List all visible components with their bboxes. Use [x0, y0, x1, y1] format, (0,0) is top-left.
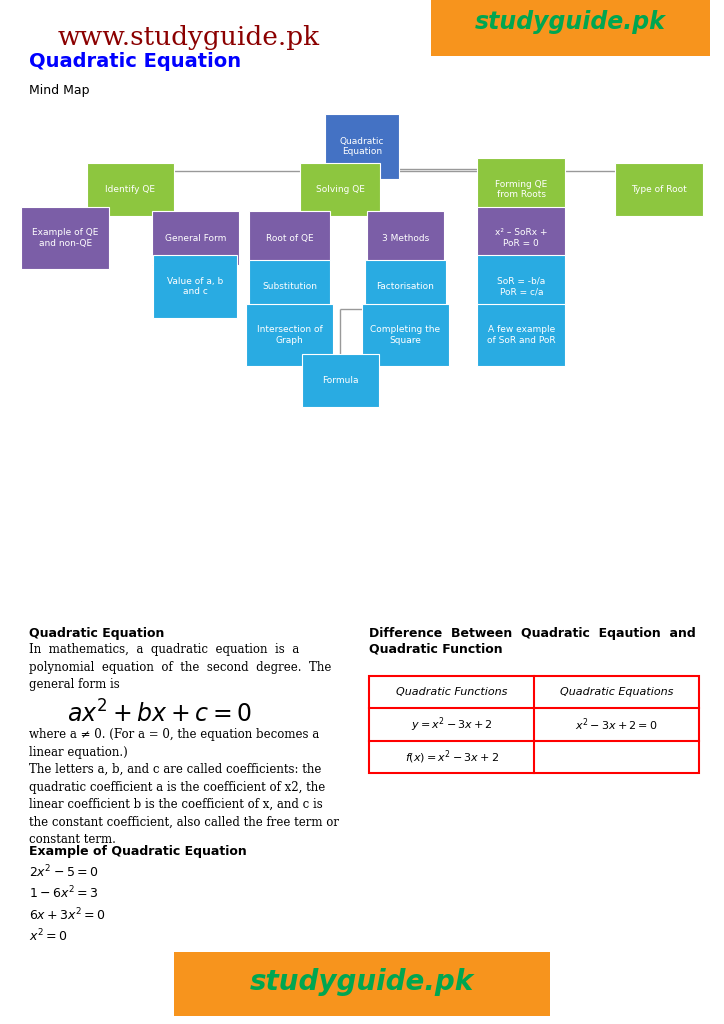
Text: Difference  Between  Quadratic  Eqaution  and
Quadratic Function: Difference Between Quadratic Eqaution an… — [369, 627, 696, 655]
Bar — [369, 676, 699, 773]
Text: $y=x^2-3x+2$: $y=x^2-3x+2$ — [411, 715, 492, 734]
FancyBboxPatch shape — [478, 159, 565, 221]
Text: Example of QE
and non-QE: Example of QE and non-QE — [32, 228, 98, 248]
FancyBboxPatch shape — [478, 207, 565, 269]
FancyBboxPatch shape — [366, 260, 446, 313]
FancyBboxPatch shape — [152, 211, 239, 264]
FancyBboxPatch shape — [21, 207, 109, 269]
FancyBboxPatch shape — [302, 354, 379, 408]
Text: SoR = -b/a
PoR = c/a: SoR = -b/a PoR = c/a — [497, 276, 545, 296]
FancyBboxPatch shape — [249, 260, 330, 313]
Text: Completing the
Square: Completing the Square — [371, 326, 440, 344]
FancyBboxPatch shape — [300, 163, 381, 216]
Text: Forming QE
from Roots: Forming QE from Roots — [495, 180, 547, 200]
FancyBboxPatch shape — [325, 114, 398, 179]
Text: x² – SoRx +
PoR = 0: x² – SoRx + PoR = 0 — [495, 228, 547, 248]
Text: www.studyguide.pk: www.studyguide.pk — [57, 26, 319, 50]
Bar — [174, 952, 550, 1016]
Text: Solving QE: Solving QE — [316, 185, 365, 195]
FancyBboxPatch shape — [615, 163, 702, 216]
Text: studyguide.pk: studyguide.pk — [475, 9, 665, 34]
Text: $ax^2+bx+c=0$: $ax^2+bx+c=0$ — [67, 700, 252, 728]
Text: Quadratic Equation: Quadratic Equation — [29, 627, 164, 640]
Text: Example of Quadratic Equation: Example of Quadratic Equation — [29, 845, 247, 858]
FancyBboxPatch shape — [478, 255, 565, 317]
Text: Substitution: Substitution — [262, 282, 317, 291]
Text: 3 Methods: 3 Methods — [382, 233, 429, 243]
Text: General Form: General Form — [165, 233, 226, 243]
Text: Root of QE: Root of QE — [266, 233, 313, 243]
FancyBboxPatch shape — [249, 211, 330, 264]
Text: Quadratic Equation: Quadratic Equation — [29, 52, 241, 71]
Text: $2x^2-5=0$: $2x^2-5=0$ — [29, 863, 98, 880]
Text: where a ≠ 0. (For a = 0, the equation becomes a
linear equation.)
The letters a,: where a ≠ 0. (For a = 0, the equation be… — [29, 728, 339, 846]
Text: $f(x)=x^2-3x+2$: $f(x)=x^2-3x+2$ — [405, 749, 499, 766]
Text: $1-6x^2=3$: $1-6x^2=3$ — [29, 885, 98, 901]
Text: $6x+3x^2=0$: $6x+3x^2=0$ — [29, 906, 106, 923]
Text: Identify QE: Identify QE — [105, 185, 156, 195]
Text: $x^2-3x+2=0$: $x^2-3x+2=0$ — [575, 716, 657, 733]
Text: Value of a, b
and c: Value of a, b and c — [167, 276, 224, 296]
Text: studyguide.pk: studyguide.pk — [250, 968, 474, 996]
Text: A few example
of SoR and PoR: A few example of SoR and PoR — [487, 326, 555, 344]
FancyBboxPatch shape — [153, 255, 237, 317]
Text: Quadratic Equations: Quadratic Equations — [560, 687, 673, 697]
FancyBboxPatch shape — [246, 303, 333, 366]
Text: Factorisation: Factorisation — [376, 282, 434, 291]
Bar — [431, 0, 710, 56]
FancyBboxPatch shape — [362, 303, 449, 366]
FancyBboxPatch shape — [87, 163, 174, 216]
Text: In  mathematics,  a  quadratic  equation  is  a
polynomial  equation  of  the  s: In mathematics, a quadratic equation is … — [29, 643, 332, 691]
FancyBboxPatch shape — [367, 211, 444, 264]
Text: Type of Root: Type of Root — [631, 185, 687, 195]
Text: Intersection of
Graph: Intersection of Graph — [257, 326, 322, 344]
Text: Quadratic
Equation: Quadratic Equation — [340, 137, 384, 157]
Text: $x^2=0$: $x^2=0$ — [29, 928, 67, 944]
Text: Quadratic Functions: Quadratic Functions — [396, 687, 508, 697]
Text: Mind Map: Mind Map — [29, 84, 90, 96]
Text: Formula: Formula — [322, 376, 358, 385]
FancyBboxPatch shape — [478, 303, 565, 366]
